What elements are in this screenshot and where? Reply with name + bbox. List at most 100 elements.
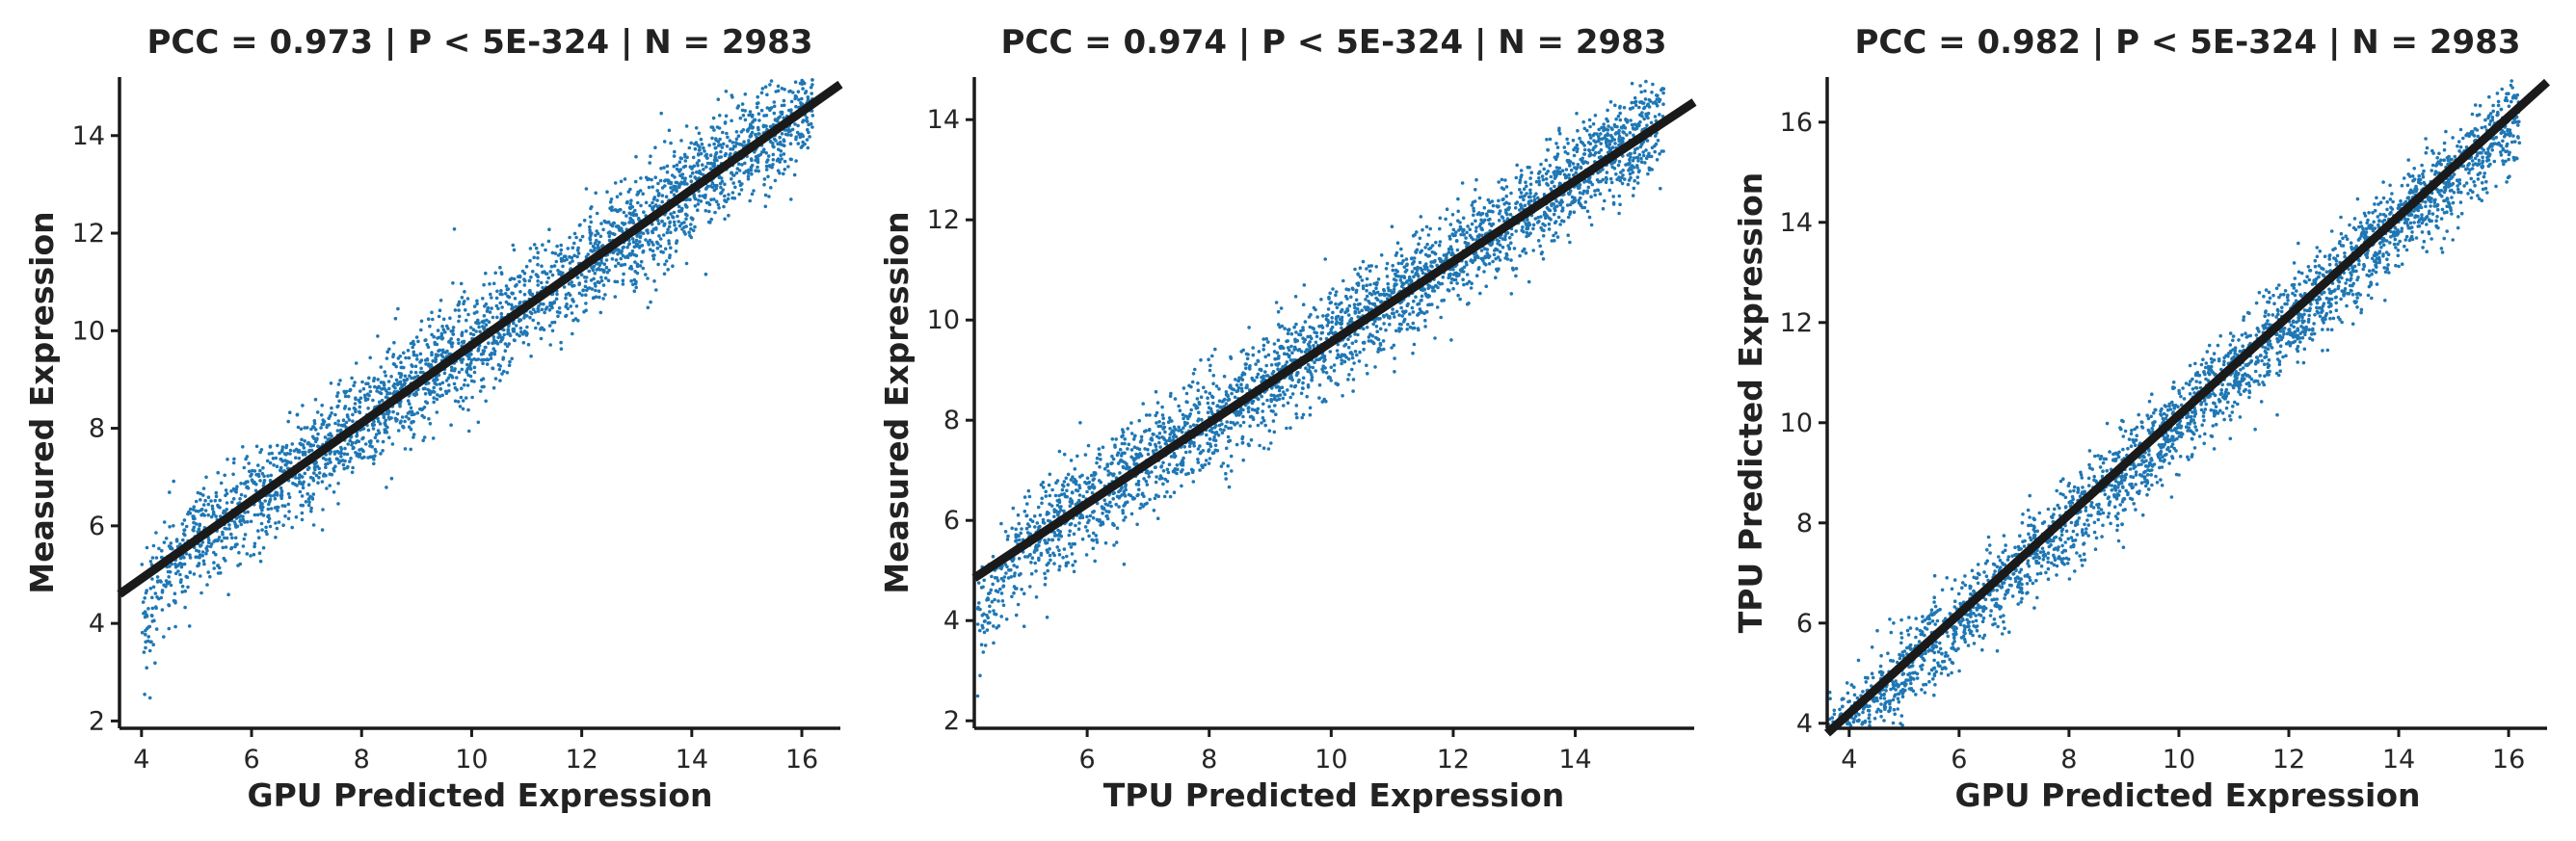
scatter-point	[1456, 209, 1460, 214]
scatter-point	[1048, 502, 1051, 507]
scatter-point	[633, 179, 638, 184]
scatter-point	[756, 160, 760, 165]
scatter-point	[150, 577, 154, 581]
scatter-point	[1360, 308, 1364, 313]
scatter-point	[748, 134, 753, 139]
scatter-point	[685, 182, 689, 186]
scatter-point	[789, 197, 793, 201]
scatter-point	[543, 310, 546, 315]
scatter-point	[1385, 275, 1390, 278]
scatter-point	[1462, 282, 1466, 287]
scatter-point	[571, 259, 574, 263]
scatter-point	[634, 242, 639, 246]
scatter-point	[712, 183, 717, 188]
scatter-point	[683, 164, 688, 169]
scatter-point	[293, 483, 297, 486]
scatter-point	[274, 490, 279, 494]
scatter-point	[1066, 483, 1070, 487]
scatter-point	[747, 139, 751, 143]
scatter-point	[1040, 501, 1044, 506]
scatter-point	[1022, 591, 1026, 595]
scatter-point	[587, 269, 592, 274]
scatter-point	[1287, 328, 1291, 332]
scatter-point	[1117, 505, 1121, 509]
scatter-point	[707, 143, 711, 147]
scatter-point	[319, 413, 324, 417]
scatter-point	[157, 546, 161, 551]
scatter-point	[552, 320, 557, 325]
scatter-point	[301, 450, 305, 455]
scatter-point	[1198, 444, 1202, 448]
scatter-point	[1177, 404, 1181, 408]
scatter-point	[311, 523, 316, 527]
scatter-point	[1386, 281, 1390, 286]
scatter-point	[1229, 356, 1234, 360]
scatter-point	[1161, 460, 1165, 465]
scatter-point	[757, 153, 761, 158]
scatter-point	[1465, 273, 1470, 276]
scatter-point	[432, 385, 437, 390]
scatter-point	[412, 433, 416, 436]
scatter-point	[716, 97, 721, 101]
scatter-point	[209, 499, 213, 503]
scatter-point	[1448, 223, 1453, 226]
scatter-point	[621, 278, 625, 283]
scatter-point	[343, 405, 348, 408]
scatter-point	[1332, 363, 1337, 367]
scatter-point	[1500, 186, 1504, 190]
scatter-point	[358, 409, 361, 414]
scatter-point	[714, 199, 719, 203]
scatter-point	[1576, 163, 1580, 167]
scatter-point	[500, 305, 504, 309]
scatter-point	[434, 359, 438, 364]
scatter-point	[491, 341, 494, 346]
scatter-point	[286, 419, 291, 424]
scatter-point	[588, 215, 593, 219]
scatter-point	[1229, 454, 1234, 459]
scatter-point	[1022, 495, 1027, 499]
scatter-point	[1124, 487, 1128, 492]
scatter-point	[1068, 529, 1072, 533]
scatter-point	[1405, 328, 1409, 331]
scatter-point	[1599, 132, 1603, 136]
scatter-point	[805, 118, 809, 122]
scatter-point	[721, 142, 726, 146]
scatter-point	[1076, 527, 1081, 531]
scatter-point	[1396, 261, 1401, 266]
x-tick-label: 12	[565, 745, 598, 775]
scatter-point	[265, 459, 270, 463]
scatter-point	[419, 407, 424, 412]
scatter-point	[1587, 118, 1592, 122]
scatter-point	[661, 233, 666, 237]
scatter-point	[680, 172, 685, 176]
scatter-point	[1390, 346, 1394, 350]
scatter-point	[1533, 217, 1538, 221]
scatter-point	[723, 121, 728, 125]
scatter-point	[453, 399, 458, 404]
scatter-point	[688, 174, 693, 178]
scatter-point	[358, 448, 361, 452]
scatter-point	[414, 335, 419, 339]
scatter-point	[498, 364, 502, 368]
scatter-point	[605, 270, 610, 275]
scatter-point	[299, 474, 303, 479]
scatter-point	[493, 271, 497, 276]
scatter-point	[511, 243, 516, 248]
scatter-point	[430, 351, 434, 355]
scatter-point	[780, 110, 784, 115]
scatter-point	[1207, 461, 1211, 465]
scatter-point	[764, 168, 769, 171]
scatter-point	[1367, 339, 1371, 343]
scatter-point	[1600, 125, 1605, 130]
scatter-point	[206, 570, 210, 574]
scatter-point	[759, 108, 764, 113]
scatter-point	[1137, 418, 1141, 423]
scatter-point	[805, 138, 810, 142]
scatter-point	[297, 448, 302, 453]
scatter-point	[630, 237, 635, 241]
scatter-point	[711, 116, 716, 120]
scatter-point	[294, 456, 298, 460]
scatter-point	[751, 113, 755, 118]
scatter-point	[464, 308, 467, 312]
scatter-point	[274, 521, 278, 525]
